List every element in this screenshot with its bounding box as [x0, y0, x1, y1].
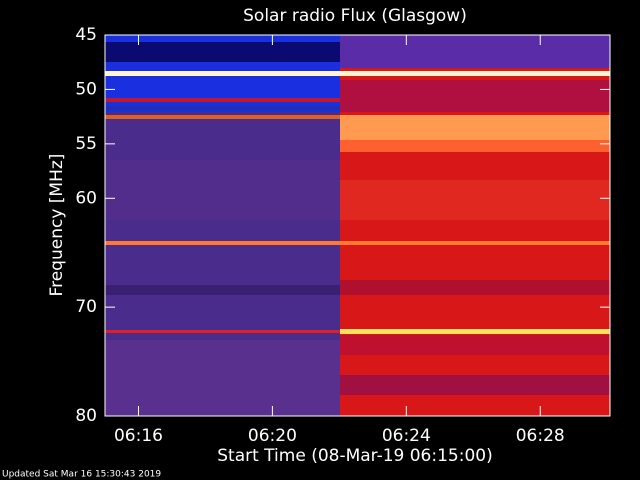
x-tick-label: 06:20	[248, 426, 297, 446]
x-tick-label: 06:24	[382, 426, 431, 446]
y-tick-label: 55	[75, 134, 97, 154]
plot-frame	[104, 34, 611, 417]
y-tick-label: 70	[75, 297, 97, 317]
x-tick-label: 06:16	[114, 426, 163, 446]
y-tick-label: 50	[75, 79, 97, 99]
chart-title: Solar radio Flux (Glasgow)	[243, 6, 467, 26]
spectrogram	[105, 35, 610, 416]
x-tick-label: 06:28	[516, 426, 565, 446]
x-axis-label: Start Time (08-Mar-19 06:15:00)	[217, 446, 492, 466]
y-tick-label: 60	[75, 188, 97, 208]
footer: Updated Sat Mar 16 15:30:43 2019	[2, 470, 161, 480]
y-tick-label: 80	[75, 406, 97, 426]
y-tick-label: 45	[75, 25, 97, 45]
y-axis-label: Frequency [MHz]	[47, 154, 67, 297]
